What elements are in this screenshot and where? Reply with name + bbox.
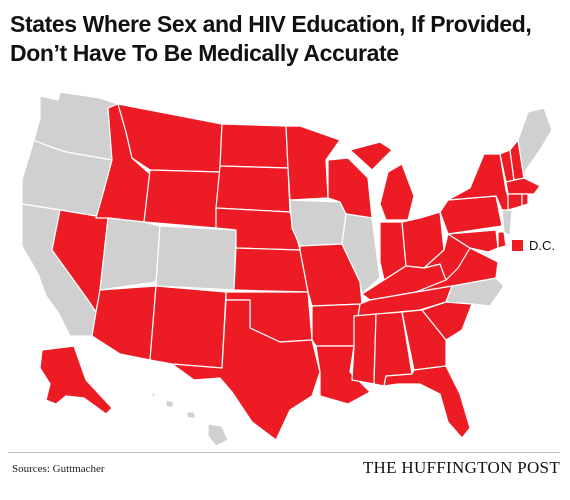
state-fl [383,365,471,439]
legend: D.C. [512,238,555,253]
state-co [155,225,237,291]
state-ct [507,193,523,211]
state-md [447,229,499,253]
state-sd [215,165,291,213]
state-ri [521,193,529,207]
source-note: Sources: Guttmacher [12,463,105,475]
state-wy [143,169,221,229]
state-nj [501,209,513,237]
state-ut [99,217,161,291]
state-mi [349,141,415,221]
legend-swatch [512,240,523,251]
state-ga [401,309,447,371]
brand-logo: THE HUFFINGTON POST [362,458,560,477]
state-de [497,231,507,249]
state-az [91,285,157,361]
state-tx [171,299,321,441]
us-map [0,80,570,450]
state-hi [149,391,229,447]
state-ak [39,345,113,415]
map-title: States Where Sex and HIV Education, If P… [10,11,532,66]
us-map-svg [21,91,553,447]
state-nd [219,123,289,169]
state-pa [439,195,503,235]
state-ms [351,313,377,385]
state-ny [447,153,513,211]
state-me [517,107,553,179]
state-ia [289,199,347,247]
state-wv [423,233,471,281]
footer: Sources: Guttmacher THE HUFFINGTON POST [8,452,560,493]
state-ks [233,247,309,293]
state-sc [421,301,473,341]
state-ma [505,177,541,195]
legend-label: D.C. [529,238,555,253]
state-nm [149,285,227,369]
state-mn [285,125,341,201]
